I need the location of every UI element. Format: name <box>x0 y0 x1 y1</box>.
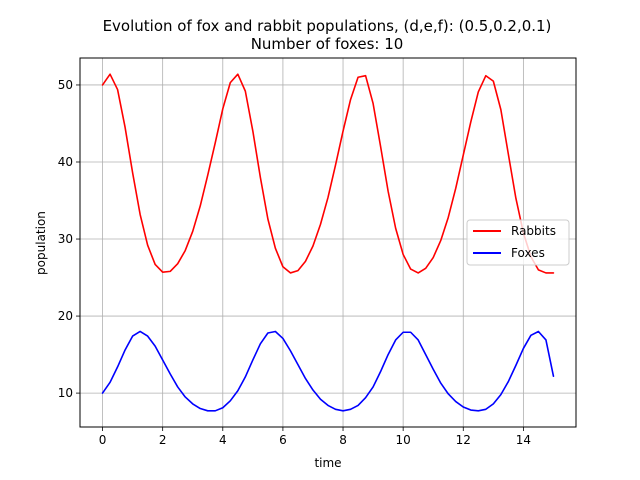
chart-subtitle: Number of foxes: 10 <box>251 35 404 53</box>
x-tick-label: 10 <box>396 433 411 447</box>
plot-frame <box>79 57 577 428</box>
chart-title: Evolution of fox and rabbit populations,… <box>103 17 552 35</box>
legend-rabbits-label: Rabbits <box>511 224 556 238</box>
x-tick-label: 14 <box>516 433 531 447</box>
y-tick-label: 10 <box>58 386 73 400</box>
y-axis-label: population <box>34 211 48 275</box>
x-tick-label: 12 <box>456 433 471 447</box>
x-axis-label: time <box>314 456 341 470</box>
y-tick-label: 20 <box>58 309 73 323</box>
x-tick-label: 2 <box>159 433 167 447</box>
x-tick-label: 8 <box>339 433 347 447</box>
x-tick-label: 0 <box>99 433 107 447</box>
legend-foxes-label: Foxes <box>511 246 545 260</box>
legend: Rabbits Foxes <box>466 219 570 266</box>
x-tick-label: 6 <box>279 433 287 447</box>
y-tick-label: 50 <box>58 78 73 92</box>
y-tick-label: 30 <box>58 232 73 246</box>
x-tick-label: 4 <box>219 433 227 447</box>
series-line-foxes <box>101 330 555 412</box>
series-line-rabbits <box>101 73 555 274</box>
axis-ticks: 0 2 4 6 8 10 12 14 10 20 30 40 50 <box>58 78 531 447</box>
plot-series <box>101 73 555 412</box>
y-tick-label: 40 <box>58 155 73 169</box>
